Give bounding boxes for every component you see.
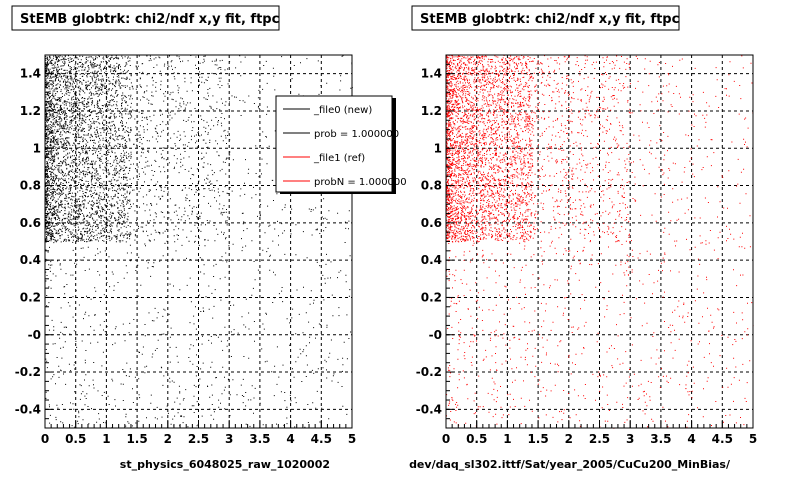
right-x-tick-label: 1 (503, 432, 511, 446)
left-x-ticks: 0 0.5 1 1.5 2 2.5 3 3.5 4 4.5 5 (41, 420, 356, 446)
right-x-tick-label: 3.5 (650, 432, 671, 446)
legend-label-file0: _file0 (new) (313, 105, 372, 116)
legend-box (275, 95, 393, 193)
right-x-tick-label: 3 (626, 432, 634, 446)
left-y-ticks: -0.4 -0.2 -0 0.2 0.4 0.6 0.8 1 1.2 1.4 (15, 54, 53, 429)
left-title-box (11, 5, 280, 31)
left-x-tick-label: 0.5 (65, 432, 86, 446)
left-chart-title: StEMB globtrk: chi2/ndf x,y fit, ftpc (20, 12, 279, 27)
left-x-tick-label: 1 (102, 432, 110, 446)
right-x-tick-label: 4 (687, 432, 695, 446)
right-x-tick-label: 1.5 (527, 432, 548, 446)
right-grid (446, 55, 753, 428)
right-y-tick-label: 1.4 (421, 67, 442, 81)
left-y-tick-label: -0.2 (15, 365, 41, 379)
legend-label-file1: _file1 (ref) (313, 153, 365, 164)
left-x-axis-label: st_physics_6048025_raw_1020002 (120, 458, 330, 471)
right-y-tick-label: -0.4 (416, 402, 442, 416)
right-y-tick-label: 0.2 (421, 290, 442, 304)
right-y-tick-label: 1.2 (421, 104, 442, 118)
left-point-cloud (45, 55, 353, 429)
right-y-tick-label: 1 (434, 141, 442, 155)
left-y-tick-label: 1.4 (20, 67, 41, 81)
left-y-tick-label: 0.2 (20, 290, 41, 304)
right-x-tick-label: 2.5 (589, 432, 610, 446)
right-y-tick-label: -0 (429, 328, 442, 342)
right-scatter-points (446, 55, 754, 429)
left-x-tick-label: 3 (225, 432, 233, 446)
right-y-ticks: -0.4 -0.2 -0 0.2 0.4 0.6 0.8 1 1.2 1.4 (416, 54, 454, 429)
right-title-box (411, 5, 680, 31)
right-x-tick-label: 0.5 (466, 432, 487, 446)
legend-label-probN: probN = 1.000000 (314, 177, 407, 188)
right-x-axis-label: dev/daq_sl302.ittf/Sat/year_2005/CuCu200… (409, 458, 731, 471)
right-x-tick-label: 4.5 (712, 432, 733, 446)
left-y-tick-label: 0.6 (20, 216, 41, 230)
left-y-tick-label: 1.2 (20, 104, 41, 118)
left-y-tick-label: 0.4 (20, 253, 41, 267)
right-y-tick-label: 0.4 (421, 253, 442, 267)
legend: _file0 (new) prob = 1.000000 _file1 (ref… (275, 95, 407, 194)
right-y-tick-label: -0.2 (416, 365, 442, 379)
left-y-tick-label: -0.4 (15, 402, 41, 416)
left-scatter-points (45, 55, 353, 429)
left-y-tick-label: 1 (33, 141, 41, 155)
right-x-tick-label: 5 (749, 432, 757, 446)
left-x-tick-label: 3.5 (249, 432, 270, 446)
right-y-tick-label: 0.8 (421, 179, 442, 193)
legend-label-prob: prob = 1.000000 (314, 129, 399, 140)
right-chart-title: StEMB globtrk: chi2/ndf x,y fit, ftpc (420, 12, 679, 27)
left-x-tick-label: 2.5 (188, 432, 209, 446)
left-x-tick-label: 2 (164, 432, 172, 446)
right-x-tick-label: 2 (565, 432, 573, 446)
left-x-tick-label: 1.5 (126, 432, 147, 446)
left-y-tick-label: -0 (28, 328, 41, 342)
left-x-tick-label: 0 (41, 432, 49, 446)
right-x-ticks: 0 0.5 1 1.5 2 2.5 3 3.5 4 4.5 5 (442, 420, 757, 446)
right-x-tick-label: 0 (442, 432, 450, 446)
right-y-tick-label: 0.6 (421, 216, 442, 230)
left-x-tick-label: 4.5 (311, 432, 332, 446)
left-x-tick-label: 4 (286, 432, 294, 446)
left-y-tick-label: 0.8 (20, 179, 41, 193)
left-x-tick-label: 5 (348, 432, 356, 446)
right-point-cloud (446, 55, 754, 429)
